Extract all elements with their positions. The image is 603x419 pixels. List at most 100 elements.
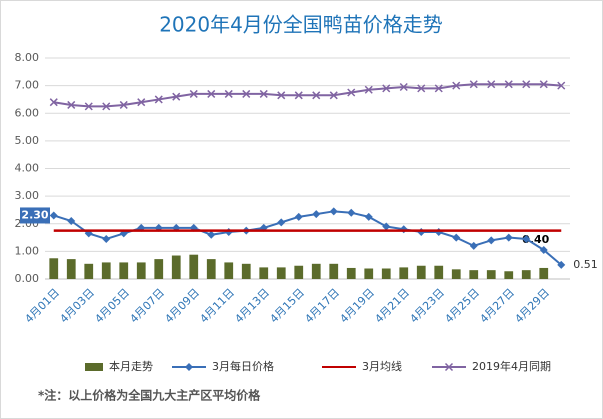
bar: [504, 271, 514, 279]
bar: [189, 254, 199, 279]
bar: [434, 265, 444, 279]
bar: [469, 270, 479, 279]
data-label: 2.30: [21, 208, 48, 221]
point-marker: [399, 82, 408, 92]
bar: [206, 259, 216, 279]
bar: [399, 267, 409, 279]
point-marker: [224, 89, 233, 98]
y-tick-label: 1.00: [15, 244, 40, 257]
bar: [294, 265, 304, 279]
data-label: 0.51: [573, 258, 598, 271]
point-marker: [469, 241, 478, 250]
point-marker: [84, 102, 93, 111]
point-marker: [67, 100, 76, 109]
y-tick-label: 3.00: [15, 189, 40, 202]
legend-swatch: [85, 363, 103, 371]
point-marker: [49, 98, 58, 107]
point-marker: [189, 89, 198, 98]
point-marker: [172, 92, 181, 101]
point-marker: [382, 84, 391, 93]
legend-marker: [444, 362, 454, 372]
point-marker: [504, 233, 513, 242]
point-marker: [417, 84, 426, 93]
bar: [49, 258, 59, 279]
data-label: 0.40: [522, 233, 549, 246]
chart-title: 2020年4月份全国鸭苗价格走势: [159, 13, 443, 37]
point-marker: [312, 91, 321, 100]
point-marker: [207, 89, 216, 98]
point-marker: [102, 234, 111, 243]
bar: [224, 262, 234, 279]
y-tick-label: 6.00: [15, 106, 40, 119]
bar: [539, 267, 549, 279]
footnote: *注：以上价格为全国九大主产区平均价格: [38, 388, 261, 403]
point-marker: [382, 222, 391, 231]
y-tick-label: 5.00: [15, 134, 40, 147]
bar: [154, 259, 164, 279]
legend-label: 本月走势: [109, 359, 153, 373]
point-marker: [487, 80, 496, 89]
point-marker: [522, 234, 531, 243]
bar: [346, 267, 356, 279]
point-marker: [312, 210, 321, 219]
bar: [364, 268, 374, 279]
point-marker: [137, 98, 146, 107]
legend-label: 3月均线: [362, 359, 402, 373]
bar: [84, 263, 94, 279]
point-marker: [102, 102, 111, 111]
point-marker: [347, 88, 356, 97]
point-marker: [452, 233, 461, 242]
bar: [381, 268, 391, 279]
y-tick-label: 8.00: [15, 51, 40, 64]
bar: [66, 259, 76, 279]
bar: [241, 263, 251, 279]
point-marker: [487, 236, 496, 245]
bar: [276, 267, 286, 279]
point-marker: [522, 80, 531, 89]
point-marker: [329, 207, 338, 216]
point-marker: [557, 260, 566, 269]
legend-label: 3月每日价格: [212, 359, 274, 373]
bar: [311, 263, 321, 279]
bar: [521, 270, 531, 279]
point-marker: [364, 212, 373, 221]
y-tick-label: 0.00: [15, 272, 40, 285]
point-marker: [347, 208, 356, 217]
point-marker: [294, 212, 303, 221]
point-marker: [154, 95, 163, 104]
bar: [451, 269, 461, 279]
point-marker: [294, 91, 303, 100]
point-marker: [67, 216, 76, 225]
point-marker: [539, 245, 548, 254]
point-marker: [504, 80, 513, 89]
bar: [171, 255, 181, 279]
point-marker: [242, 89, 251, 98]
bar: [136, 262, 146, 279]
line: [53, 83, 562, 108]
point-marker: [277, 91, 286, 100]
point-marker: [557, 81, 566, 90]
point-marker: [364, 85, 373, 94]
point-marker: [277, 218, 286, 227]
bar: [119, 262, 129, 279]
legend-marker: [185, 363, 193, 371]
bar: [416, 265, 426, 279]
point-marker: [207, 230, 216, 239]
point-marker: [469, 80, 478, 89]
bar: [329, 263, 339, 279]
point-marker: [539, 80, 548, 89]
bar: [486, 270, 496, 279]
point-marker: [434, 84, 443, 93]
bar: [101, 262, 111, 279]
point-marker: [452, 81, 461, 90]
legend-label: 2019年4月同期: [472, 359, 551, 373]
point-marker: [329, 91, 338, 100]
y-tick-label: 7.00: [15, 79, 40, 92]
point-marker: [259, 89, 268, 98]
point-marker: [49, 211, 58, 220]
y-tick-label: 4.00: [15, 162, 40, 175]
bar: [259, 267, 269, 279]
point-marker: [119, 100, 128, 109]
